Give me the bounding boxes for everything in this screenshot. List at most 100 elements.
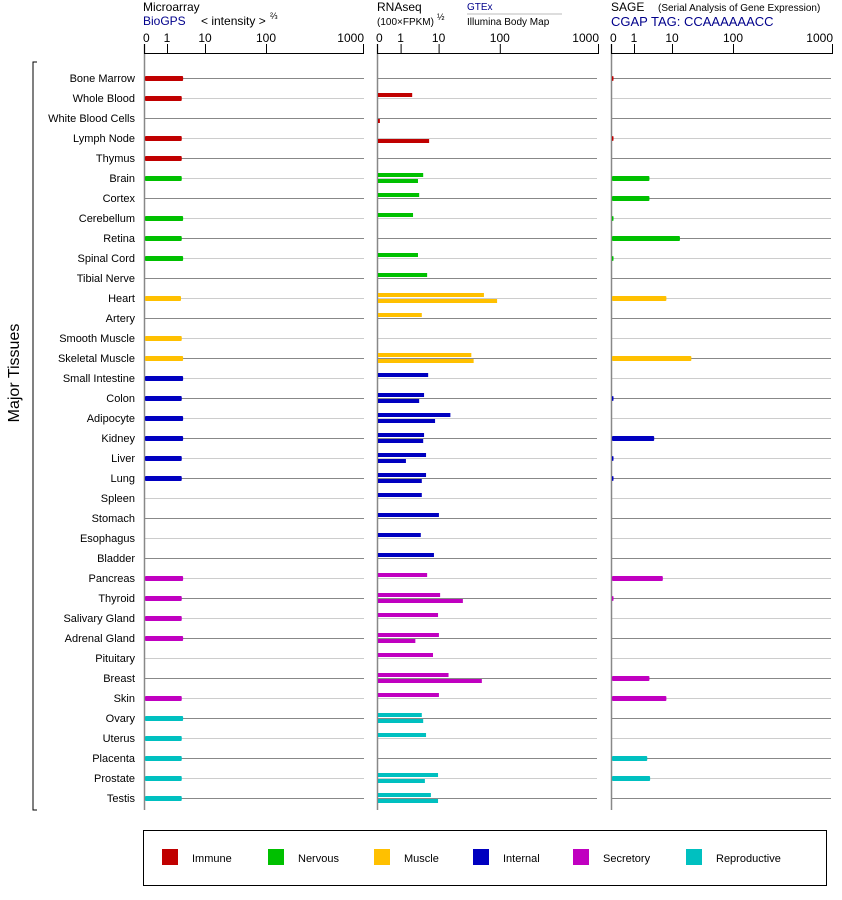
bar-gtex[interactable] <box>378 253 418 257</box>
bar-microarray[interactable] <box>145 476 182 481</box>
bar-gtex[interactable] <box>378 393 425 397</box>
cgap-tag-link[interactable]: CGAP TAG: CCAAAAAACC <box>611 14 774 29</box>
bar-sage[interactable] <box>612 756 648 761</box>
bar-microarray[interactable] <box>145 216 184 221</box>
bar-illumina-body-map[interactable] <box>378 479 422 483</box>
bar-gtex[interactable] <box>378 693 439 697</box>
bar-gtex[interactable] <box>378 673 449 677</box>
bar-microarray[interactable] <box>145 396 182 401</box>
bar-sage[interactable] <box>612 676 650 681</box>
bar-gtex[interactable] <box>378 493 422 497</box>
bar-gtex[interactable] <box>378 273 428 277</box>
bar-gtex[interactable] <box>378 433 425 437</box>
bar-microarray[interactable] <box>145 596 182 601</box>
bar-sage[interactable] <box>612 576 663 581</box>
bar-illumina-body-map[interactable] <box>378 719 424 723</box>
bar-illumina-body-map[interactable] <box>378 179 418 183</box>
bar-gtex[interactable] <box>378 713 422 717</box>
bar-gtex[interactable] <box>378 573 428 577</box>
bar-gtex[interactable] <box>378 173 424 177</box>
bar-illumina-body-map[interactable] <box>378 359 474 363</box>
bar-illumina-body-map[interactable] <box>378 439 424 443</box>
bar-illumina-body-map[interactable] <box>378 459 406 463</box>
bar-gtex[interactable] <box>378 553 434 557</box>
bar-gtex[interactable] <box>378 473 427 477</box>
bar-sage[interactable] <box>612 696 667 701</box>
bar-gtex[interactable] <box>378 773 439 777</box>
bar-microarray[interactable] <box>145 776 182 781</box>
bar-microarray[interactable] <box>145 756 182 761</box>
bar-microarray[interactable] <box>145 156 182 161</box>
bar-microarray[interactable] <box>145 176 182 181</box>
bar-gtex[interactable] <box>378 353 472 357</box>
bar-microarray[interactable] <box>145 456 182 461</box>
bar-illumina-body-map[interactable] <box>378 799 439 803</box>
bar-sage[interactable] <box>612 76 614 81</box>
bar-gtex[interactable] <box>378 193 420 197</box>
bar-gtex[interactable] <box>378 413 451 417</box>
bar-microarray[interactable] <box>145 736 182 741</box>
bar-sage[interactable] <box>612 136 614 141</box>
bar-microarray[interactable] <box>145 356 184 361</box>
bar-sage[interactable] <box>612 216 614 221</box>
bar-sage[interactable] <box>612 776 651 781</box>
bar-sage[interactable] <box>612 236 680 241</box>
bar-gtex[interactable] <box>378 613 439 617</box>
bar-gtex[interactable] <box>378 513 439 517</box>
biogps-link[interactable]: BioGPS <box>143 14 186 28</box>
tissue-label: Heart <box>108 293 135 305</box>
bar-microarray[interactable] <box>145 616 182 621</box>
bar-microarray[interactable] <box>145 796 182 801</box>
tissue-label: Placenta <box>92 753 136 765</box>
bar-illumina-body-map[interactable] <box>378 299 498 303</box>
bar-microarray[interactable] <box>145 76 184 81</box>
bar-sage[interactable] <box>612 396 614 401</box>
bar-microarray[interactable] <box>145 136 182 141</box>
bar-illumina-body-map[interactable] <box>378 139 430 143</box>
bar-gtex[interactable] <box>378 293 484 297</box>
bar-illumina-body-map[interactable] <box>378 599 463 603</box>
bar-sage[interactable] <box>612 456 614 461</box>
bar-sage[interactable] <box>612 356 692 361</box>
bar-gtex[interactable] <box>378 633 439 637</box>
bar-sage[interactable] <box>612 296 667 301</box>
bar-microarray[interactable] <box>145 336 182 341</box>
bar-microarray[interactable] <box>145 376 184 381</box>
bar-microarray[interactable] <box>145 416 184 421</box>
bar-gtex[interactable] <box>378 373 429 377</box>
bar-sage[interactable] <box>612 596 614 601</box>
gtex-link[interactable]: GTEx <box>467 2 493 13</box>
bar-microarray[interactable] <box>145 436 184 441</box>
bar-gtex[interactable] <box>378 453 427 457</box>
legend-label-secretory: Secretory <box>603 853 651 865</box>
bar-illumina-body-map[interactable] <box>378 419 436 423</box>
bar-gtex[interactable] <box>378 733 427 737</box>
tissue-label: Liver <box>111 453 135 465</box>
bar-microarray[interactable] <box>145 636 184 641</box>
bar-gtex[interactable] <box>378 653 433 657</box>
bar-microarray[interactable] <box>145 96 182 101</box>
bar-microarray[interactable] <box>145 296 182 301</box>
bar-microarray[interactable] <box>145 256 184 261</box>
intensity-exponent: ⅔ <box>270 11 278 21</box>
bar-illumina-body-map[interactable] <box>378 399 420 403</box>
bar-microarray[interactable] <box>145 576 184 581</box>
bar-gtex[interactable] <box>378 593 441 597</box>
bar-sage[interactable] <box>612 176 650 181</box>
bar-microarray[interactable] <box>145 696 182 701</box>
bar-gtex[interactable] <box>378 213 414 217</box>
bar-sage[interactable] <box>612 436 655 441</box>
bar-illumina-body-map[interactable] <box>378 679 482 683</box>
bar-gtex[interactable] <box>378 533 421 537</box>
bar-illumina-body-map[interactable] <box>378 119 380 123</box>
bar-gtex[interactable] <box>378 793 431 797</box>
bar-illumina-body-map[interactable] <box>378 639 416 643</box>
bar-sage[interactable] <box>612 476 614 481</box>
bar-gtex[interactable] <box>378 93 413 97</box>
bar-illumina-body-map[interactable] <box>378 779 425 783</box>
bar-gtex[interactable] <box>378 313 422 317</box>
bar-sage[interactable] <box>612 256 614 261</box>
bar-microarray[interactable] <box>145 716 184 721</box>
bar-sage[interactable] <box>612 196 650 201</box>
bar-microarray[interactable] <box>145 236 182 241</box>
